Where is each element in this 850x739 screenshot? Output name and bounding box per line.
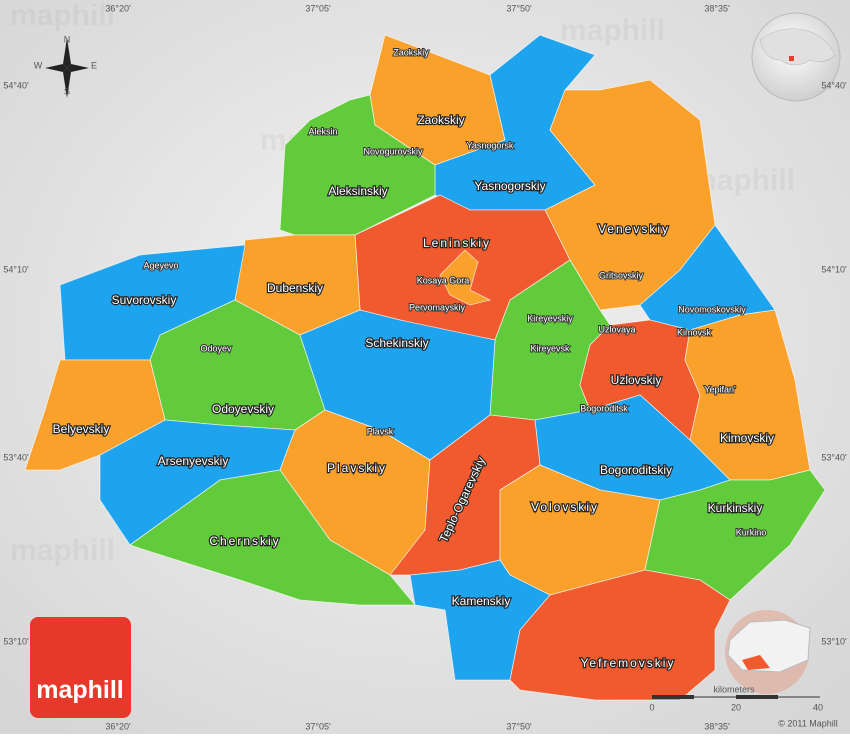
region-shape [279, 94, 436, 236]
compass-n: N [64, 34, 71, 44]
town-label: Zaokskiy [393, 47, 429, 57]
coord-label: 54°40' [821, 80, 847, 90]
coord-label: 54°10' [821, 264, 847, 274]
town-label: Kurkino [736, 527, 767, 537]
town-label: Ageyevo [143, 260, 178, 270]
scale-bar: kilometers 0 20 40 © 2011 Maphill [649, 684, 837, 728]
town-label: Novogurovskiy [363, 146, 423, 156]
region-label: Bogoroditskiy [600, 463, 672, 477]
compass-e: E [91, 60, 97, 70]
compass-s: S [64, 86, 70, 96]
town-label: Kireyevskiy [527, 313, 573, 323]
coord-label: 53°40' [821, 452, 847, 462]
town-label: Odoyev [200, 343, 232, 353]
town-label: Novomoskovskiy [678, 304, 746, 314]
coord-label: 53°40' [3, 452, 29, 462]
coord-label: 37°50' [506, 3, 532, 13]
region-label: Plavskiy [327, 461, 387, 475]
globe [751, 12, 841, 102]
labels: Zaokskiy Yasnogorskiy Aleksinskiy Venevskiy… [3, 3, 847, 731]
logo-text: maphill [36, 676, 124, 704]
watermark: maphill [10, 0, 115, 32]
coord-label: 36°20' [105, 721, 131, 731]
coord-label: 37°05' [305, 721, 331, 731]
region-label: Zaokskiy [417, 113, 464, 127]
region-label: Leninskiy [423, 236, 491, 250]
scale-unit: kilometers [713, 684, 755, 694]
town-label: Aleksin [308, 126, 337, 136]
region-shape [509, 569, 731, 701]
compass: N S W E [34, 34, 97, 98]
region-label: Arsenyevskiy [158, 454, 229, 468]
region-label: Schekinskiy [365, 336, 428, 350]
coord-label: 36°20' [105, 3, 131, 13]
region-label: Kurkinskiy [708, 501, 763, 515]
credit: © 2011 Maphill [778, 718, 838, 728]
region-shape [24, 359, 166, 471]
town-label: Plavsk [367, 426, 394, 436]
scale-tick: 20 [731, 702, 741, 712]
coord-label: 38°35' [704, 3, 730, 13]
logo: maphill [30, 617, 131, 718]
region-label: Volovskiy [531, 500, 599, 514]
region-label: Yasnogorskiy [474, 179, 545, 193]
town-label: Gritsovskiy [599, 270, 644, 280]
region-label: Venevskiy [598, 222, 670, 236]
coord-label: 53°10' [3, 636, 29, 646]
scale-tick: 40 [813, 702, 823, 712]
region-label: Kimovskiy [720, 431, 774, 445]
town-label: Kimovsk [677, 327, 712, 337]
region-label: Odoyevskiy [212, 402, 274, 416]
region-label: Chernskiy [209, 534, 280, 548]
regions [24, 34, 826, 701]
town-label: Kosaya Gora [417, 275, 470, 285]
town-label: Yasnogorsk [467, 140, 514, 150]
town-label: Kireyevsk [530, 343, 570, 353]
region-shape [439, 249, 492, 306]
coord-label: 38°35' [704, 721, 730, 731]
watermark: maphill [10, 534, 115, 567]
coord-label: 37°05' [305, 3, 331, 13]
town-label: Pervomayskiy [409, 302, 466, 312]
town-label: Bogoroditsk [580, 403, 628, 413]
coord-label: 37°50' [506, 721, 532, 731]
compass-w: W [34, 60, 43, 70]
town-label: Yepifan' [704, 384, 736, 394]
region-label: Aleksinskiy [328, 184, 387, 198]
coord-label: 53°10' [821, 636, 847, 646]
town-label: Uzlovaya [598, 324, 635, 334]
region-label: Dubenskiy [267, 281, 323, 295]
scale-tick: 0 [649, 702, 654, 712]
region-label: Suvorovskiy [112, 293, 177, 307]
watermark: maphill [560, 14, 665, 47]
region-label: Kamenskiy [452, 594, 511, 608]
coord-label: 54°10' [3, 264, 29, 274]
region-label: Yefremovskiy [581, 656, 676, 670]
region-label: Belyevskiy [53, 422, 110, 436]
coord-label: 54°40' [3, 80, 29, 90]
inset-map [725, 610, 811, 694]
region-label: Uzlovskiy [611, 373, 662, 387]
